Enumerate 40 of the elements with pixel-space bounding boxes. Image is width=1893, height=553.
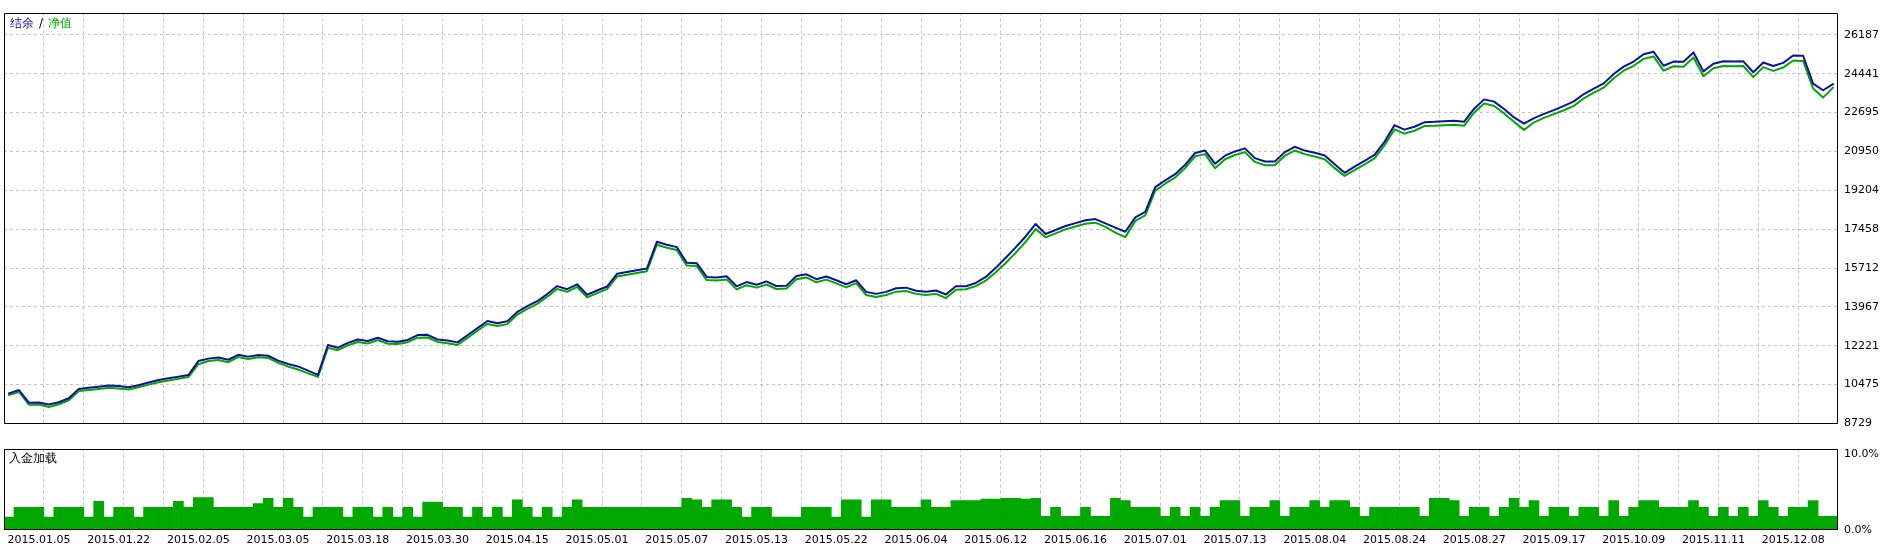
y-tick-label: 20950 [1844, 144, 1879, 158]
y-tick-label: 17458 [1844, 222, 1879, 236]
x-tick-label: 2015.07.13 [1203, 533, 1267, 547]
x-tick-label: 2015.03.30 [406, 533, 470, 547]
y-tick-label: 12221 [1844, 338, 1879, 352]
x-tick-label: 2015.07.01 [1123, 533, 1187, 547]
x-tick-label: 2015.05.13 [725, 533, 789, 547]
y-tick-label: 10475 [1844, 377, 1879, 391]
x-tick-label: 2015.06.04 [884, 533, 948, 547]
x-tick-label: 2015.01.05 [7, 533, 71, 547]
x-tick-label: 2015.03.05 [246, 533, 310, 547]
y-tick-label: 10.0% [1844, 447, 1879, 461]
x-tick-label: 2015.05.01 [565, 533, 629, 547]
y-tick-label: 22695 [1844, 105, 1879, 119]
x-tick-label: 2015.09.17 [1522, 533, 1586, 547]
x-tick-label: 2015.03.18 [326, 533, 390, 547]
x-tick-label: 2015.11.11 [1681, 533, 1745, 547]
y-tick-label: 13967 [1844, 299, 1879, 313]
x-tick-label: 2015.05.07 [645, 533, 709, 547]
x-tick-label: 2015.10.09 [1602, 533, 1666, 547]
x-tick-label: 2015.08.04 [1283, 533, 1347, 547]
x-tick-label: 2015.08.27 [1442, 533, 1506, 547]
y-tick-label: 24441 [1844, 66, 1879, 80]
x-tick-label: 2015.06.12 [964, 533, 1028, 547]
annotation: / [39, 15, 44, 30]
x-tick-label: 2015.12.08 [1761, 533, 1825, 547]
y-tick-label: 26187 [1844, 27, 1879, 41]
chart-title: 入金加载 [9, 450, 57, 465]
y-tick-label: 8729 [1844, 416, 1872, 430]
x-tick-label: 2015.08.24 [1362, 533, 1426, 547]
x-tick-label: 2015.04.15 [485, 533, 549, 547]
text: 净值 [48, 15, 73, 30]
x-tick-label: 2015.02.05 [166, 533, 230, 547]
y-tick-label: 0.0% [1844, 522, 1872, 536]
y-tick-label: 19204 [1844, 183, 1879, 197]
y-tick-label: 15712 [1844, 260, 1879, 274]
x-tick-label: 2015.06.16 [1044, 533, 1107, 547]
x-tick-label: 2015.05.22 [804, 533, 868, 547]
x-tick-label: 2015.01.22 [87, 533, 151, 547]
text: 结余 [10, 15, 34, 30]
